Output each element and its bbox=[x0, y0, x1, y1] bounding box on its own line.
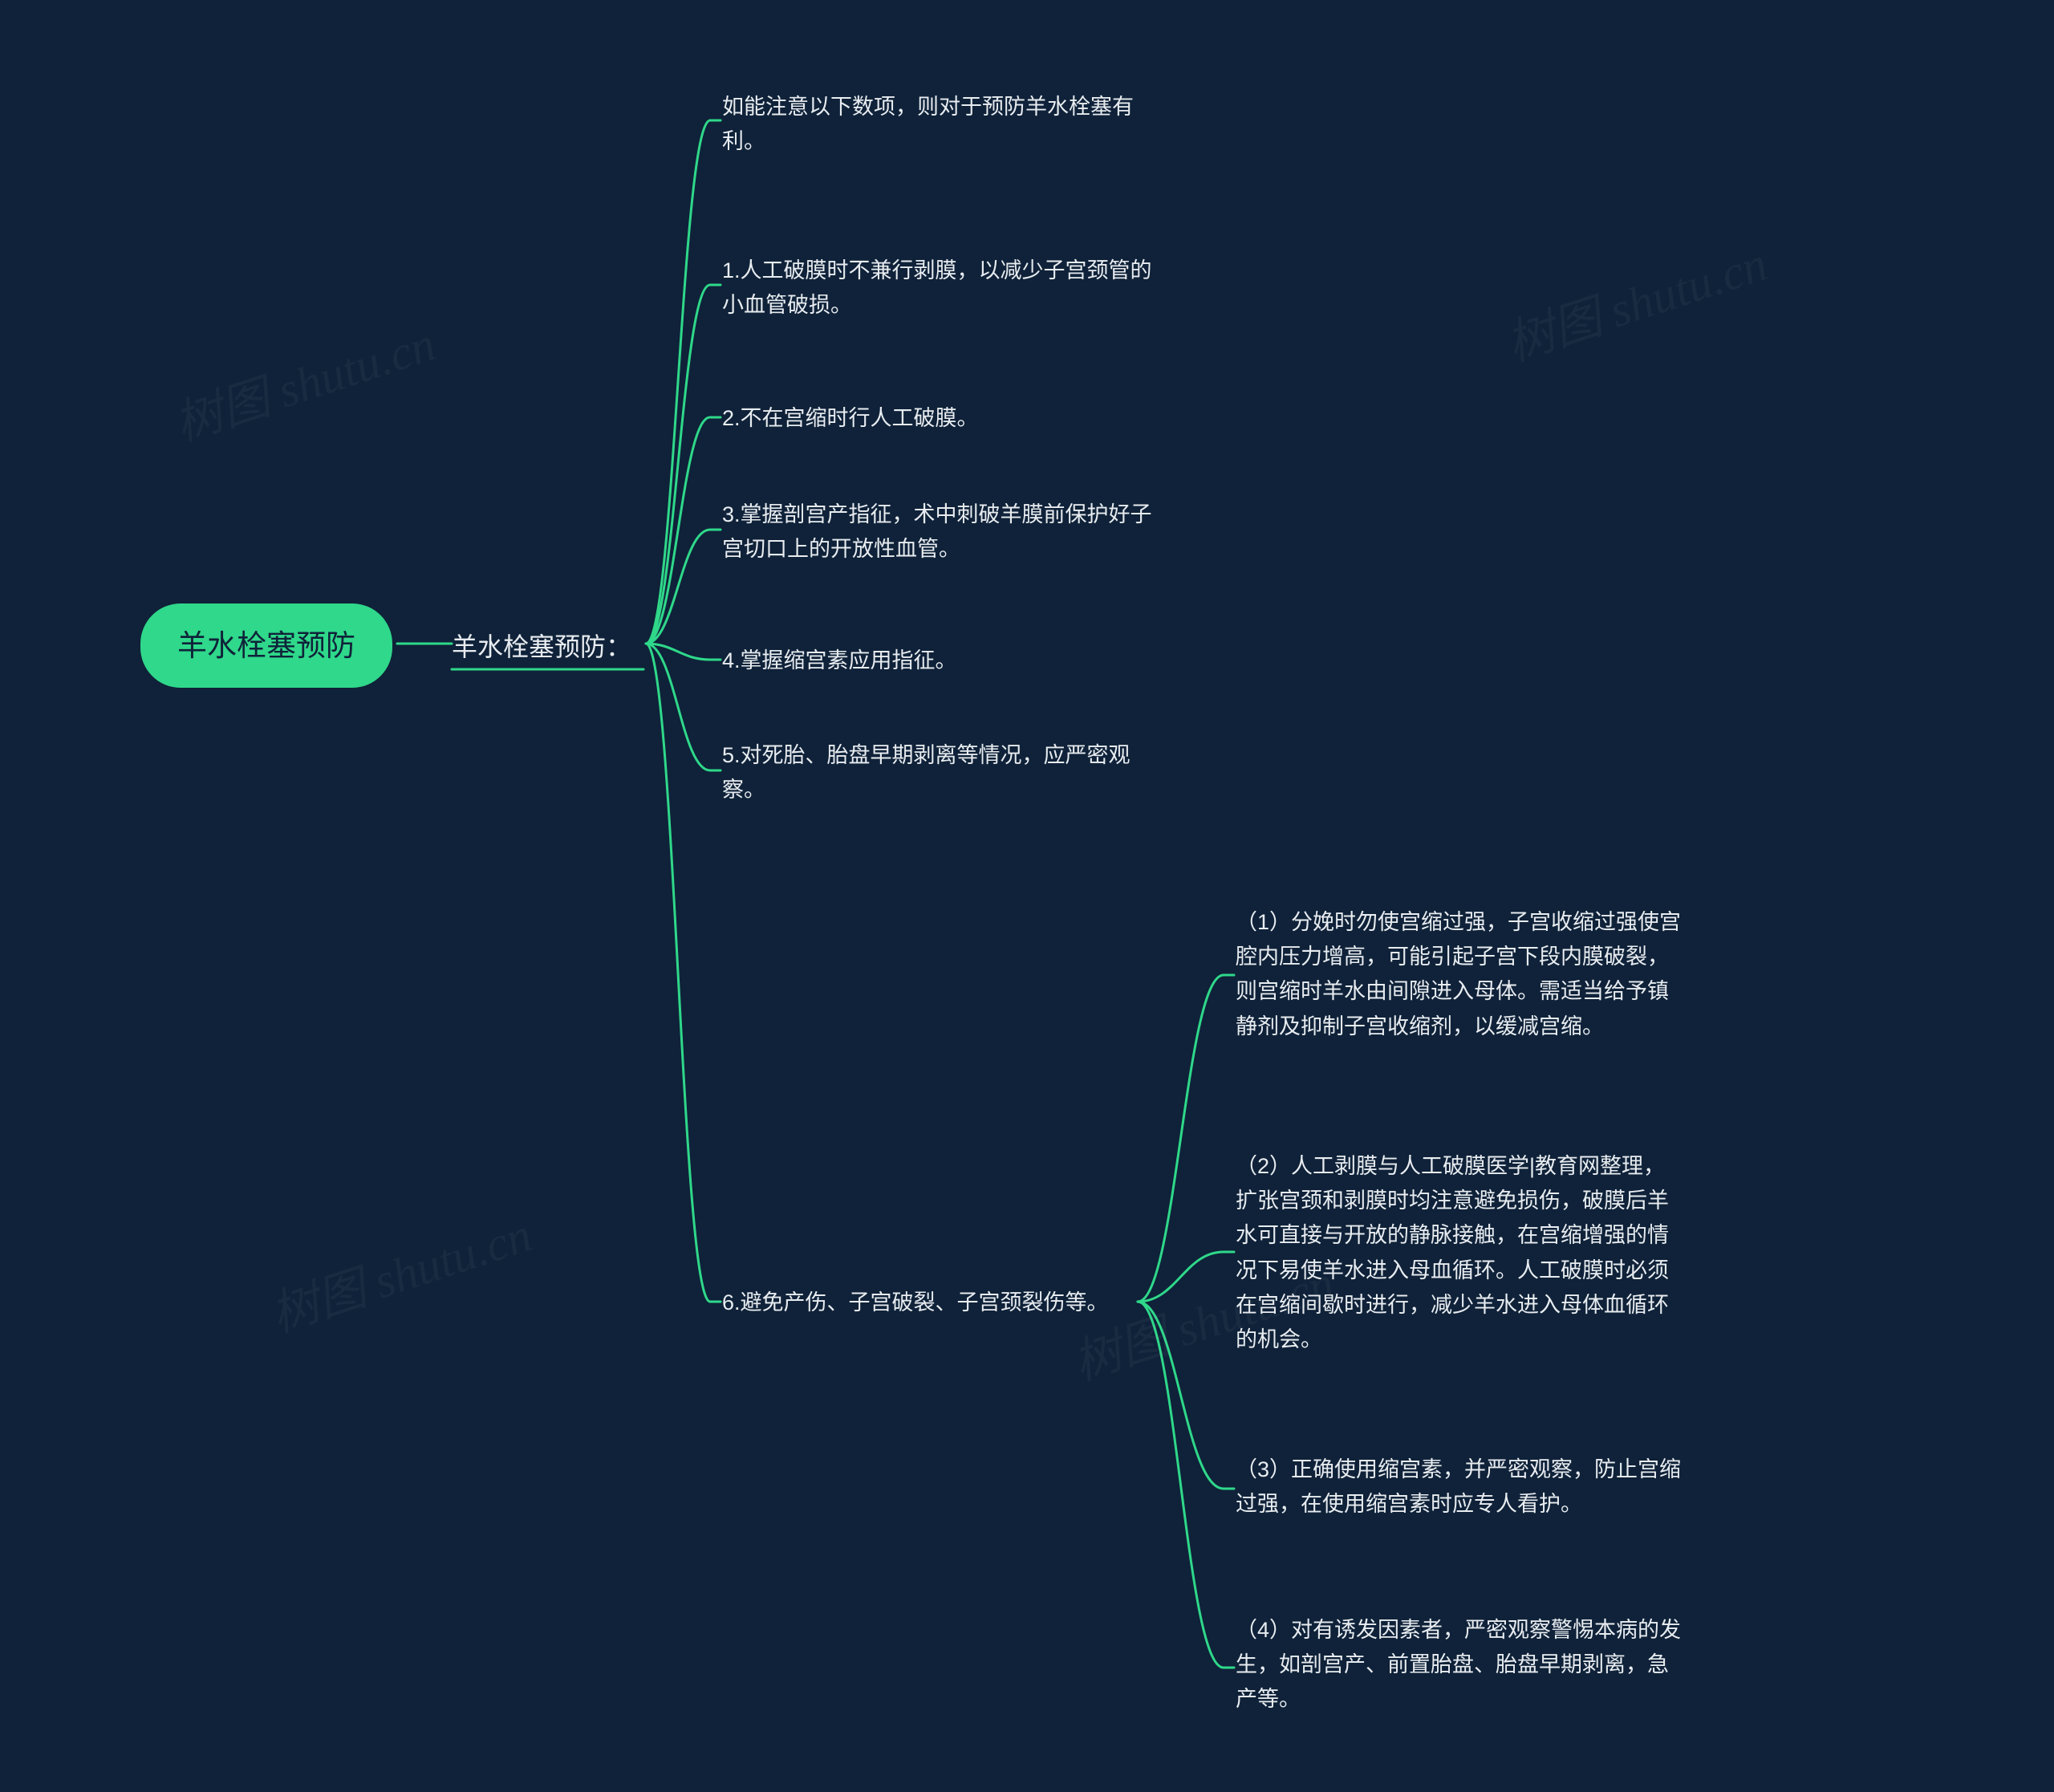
mindmap-leaf-l2-3[interactable]: 3.掌握剖宫产指征，术中刺破羊膜前保护好子宫切口上的开放性血管。 bbox=[722, 498, 1167, 567]
mindmap-leaf-l2-6[interactable]: 6.避免产伤、子宫破裂、子宫颈裂伤等。 bbox=[722, 1286, 1109, 1320]
watermark: 树图 shutu.cn bbox=[261, 1196, 539, 1346]
mindmap-leaf-l3-0[interactable]: （1）分娩时勿使宫缩过强，子宫收缩过强使宫腔内压力增高，可能引起子宫下段内膜破裂… bbox=[1236, 905, 1685, 1044]
mindmap-leaf-l3-3[interactable]: （4）对有诱发因素者，严密观察警惕本病的发生，如剖宫产、前置胎盘、胎盘早期剥离，… bbox=[1236, 1613, 1685, 1717]
mindmap-root[interactable]: 羊水栓塞预防 bbox=[140, 603, 392, 688]
mindmap-leaf-l2-4[interactable]: 4.掌握缩宫素应用指征。 bbox=[722, 644, 957, 678]
mindmap-leaf-l3-1[interactable]: （2）人工剥膜与人工破膜医学|教育网整理，扩张宫颈和剥膜时均注意避免损伤，破膜后… bbox=[1236, 1149, 1685, 1357]
mindmap-leaf-l2-5[interactable]: 5.对死胎、胎盘早期剥离等情况，应严密观察。 bbox=[722, 738, 1167, 807]
watermark: 树图 shutu.cn bbox=[1496, 225, 1775, 375]
mindmap-leaf-l2-2[interactable]: 2.不在宫缩时行人工破膜。 bbox=[722, 401, 979, 436]
mindmap-leaf-l2-1[interactable]: 1.人工破膜时不兼行剥膜，以减少子宫颈管的小血管破损。 bbox=[722, 254, 1167, 323]
mindmap-leaf-l2-0[interactable]: 如能注意以下数项，则对于预防羊水栓塞有利。 bbox=[722, 90, 1167, 159]
mindmap-leaf-l3-2[interactable]: （3）正确使用缩宫素，并严密观察，防止宫缩过强，在使用缩宫素时应专人看护。 bbox=[1236, 1453, 1685, 1522]
mindmap-branch-level1[interactable]: 羊水栓塞预防： bbox=[452, 628, 631, 668]
watermark: 树图 shutu.cn bbox=[164, 305, 443, 455]
